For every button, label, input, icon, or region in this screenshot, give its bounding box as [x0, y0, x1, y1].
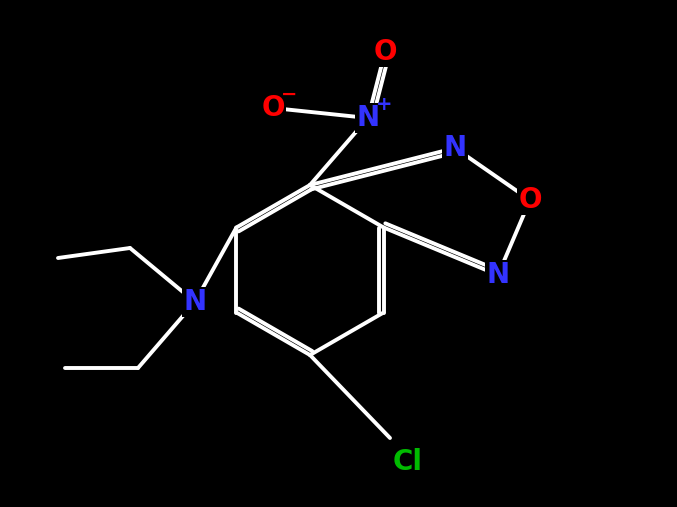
Text: +: + — [376, 94, 392, 114]
Text: N: N — [487, 261, 510, 289]
Text: N: N — [356, 104, 380, 132]
Text: −: − — [281, 85, 297, 103]
Text: O: O — [373, 38, 397, 66]
Text: N: N — [183, 288, 206, 316]
Text: O: O — [261, 94, 285, 122]
Text: Cl: Cl — [393, 448, 423, 476]
Text: O: O — [519, 186, 542, 214]
Text: N: N — [443, 134, 466, 162]
